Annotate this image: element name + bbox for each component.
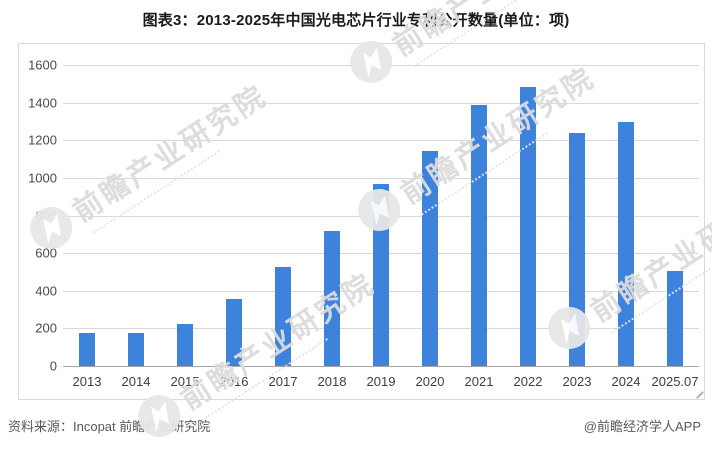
x-tick-label: 2022 [513,374,543,389]
x-tick-label: 2015 [170,374,200,389]
x-tick-label: 2021 [464,374,494,389]
gridline [63,178,699,179]
bar-2019 [373,184,389,366]
x-tick-label: 2019 [366,374,396,389]
y-tick-label: 200 [35,320,57,336]
x-tick-label: 2025.07 [651,374,699,389]
bar-2017 [275,267,291,366]
x-tick-label: 2020 [415,374,445,389]
y-tick-label: 1400 [28,95,57,111]
bar-2016 [226,299,242,366]
bar-2013 [79,333,95,366]
y-tick-label: 600 [35,245,57,261]
y-tick-label: 1600 [28,57,57,73]
x-tick-label: 2017 [268,374,298,389]
y-tick-label: 400 [35,283,57,299]
footer-source: 资料来源：Incopat 前瞻产业研究院 [8,419,211,434]
chart-title: 图表3：2013-2025年中国光电芯片行业专利公开数量(单位：项) [142,12,570,29]
bar-2022 [520,87,536,366]
gridline [63,65,699,66]
x-axis-line [63,366,699,367]
x-tick-label: 2013 [72,374,102,389]
y-tick-label: 800 [35,208,57,224]
x-tick-label: 2016 [219,374,249,389]
gridline [63,103,699,104]
footer-credit: @前瞻经济学人APP [583,419,701,434]
y-tick-label: 1000 [28,170,57,186]
bar-2023 [569,133,585,366]
chart-plot-box: 0 200 400 600 800 1000 1200 1400 1600 2013 2014 201… [18,43,705,400]
bar-2018 [324,231,340,366]
y-tick-label: 0 [49,358,57,374]
gridline [63,140,699,141]
x-tick-label: 2023 [562,374,592,389]
bar-2020 [422,151,438,366]
bar-2025.07 [667,271,683,366]
x-tick-label: 2014 [121,374,151,389]
bar-2015 [177,324,193,366]
x-tick-label: 2024 [611,374,641,389]
bar-2024 [618,122,634,366]
y-tick-label: 1200 [28,132,57,148]
bar-2014 [128,333,144,366]
x-tick-label: 2018 [317,374,347,389]
plot-area: 0 200 400 600 800 1000 1200 1400 1600 2013 2014 201… [28,59,699,389]
bar-2021 [471,105,487,366]
